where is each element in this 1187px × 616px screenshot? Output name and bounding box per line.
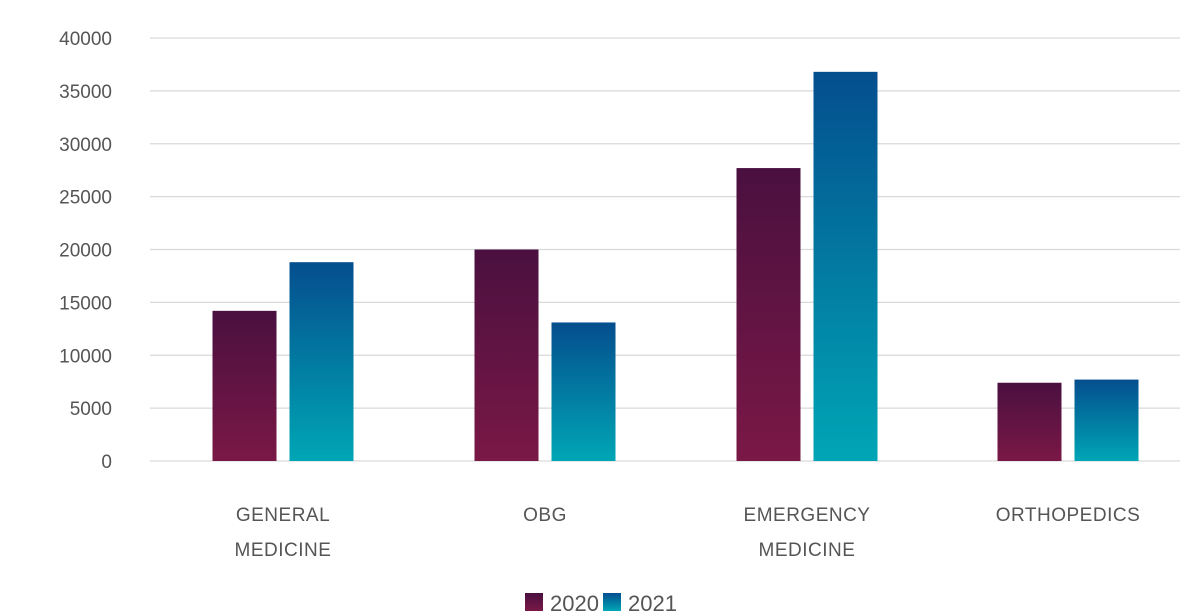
legend-label-2020: 2020 bbox=[550, 591, 599, 616]
y-tick-label: 35000 bbox=[59, 82, 112, 103]
y-tick-label: 5000 bbox=[70, 399, 112, 420]
y-tick-label: 15000 bbox=[59, 293, 112, 314]
x-category-label-line: OBG bbox=[523, 505, 567, 526]
legend-label-2021: 2021 bbox=[628, 591, 677, 616]
x-category-label-line: EMERGENCY bbox=[744, 505, 871, 526]
y-axis-tick-labels: 0 5000 10000 15000 20000 25000 30000 35000 40000 bbox=[59, 29, 112, 473]
bar-2021-2 bbox=[813, 71, 878, 461]
bars bbox=[212, 71, 1139, 461]
x-category-label-line: MEDICINE bbox=[235, 540, 332, 561]
x-category-label: EMERGENCY MEDICINE bbox=[744, 505, 871, 561]
y-tick-label: 25000 bbox=[59, 188, 112, 209]
x-category-label-line: GENERAL bbox=[236, 505, 330, 526]
bar-2020-1 bbox=[474, 249, 539, 461]
bar-2020-2 bbox=[736, 168, 801, 461]
y-tick-label: 30000 bbox=[59, 135, 112, 156]
bar-2020-0 bbox=[212, 310, 277, 461]
x-axis-category-labels: GENERAL MEDICINE OBG EMERGENCY MEDICINE ORTHO… bbox=[235, 505, 1141, 561]
y-tick-label: 10000 bbox=[59, 346, 112, 367]
x-category-label-line: ORTHOPEDICS bbox=[996, 505, 1141, 526]
legend-swatch-2020 bbox=[525, 593, 543, 611]
bar-2021-1 bbox=[551, 322, 616, 461]
x-category-label: GENERAL MEDICINE bbox=[235, 505, 332, 561]
y-tick-label: 0 bbox=[101, 452, 112, 473]
bar-2021-3 bbox=[1074, 379, 1139, 461]
x-category-label: OBG bbox=[523, 505, 567, 526]
y-tick-label: 20000 bbox=[59, 241, 112, 262]
legend: 2020 2021 bbox=[525, 591, 677, 616]
legend-swatch-2021 bbox=[603, 593, 621, 611]
x-category-label-line: MEDICINE bbox=[759, 540, 856, 561]
y-tick-label: 40000 bbox=[59, 29, 112, 50]
bar-2020-3 bbox=[997, 382, 1062, 461]
x-category-label: ORTHOPEDICS bbox=[996, 505, 1141, 526]
bar-2021-0 bbox=[289, 262, 354, 461]
